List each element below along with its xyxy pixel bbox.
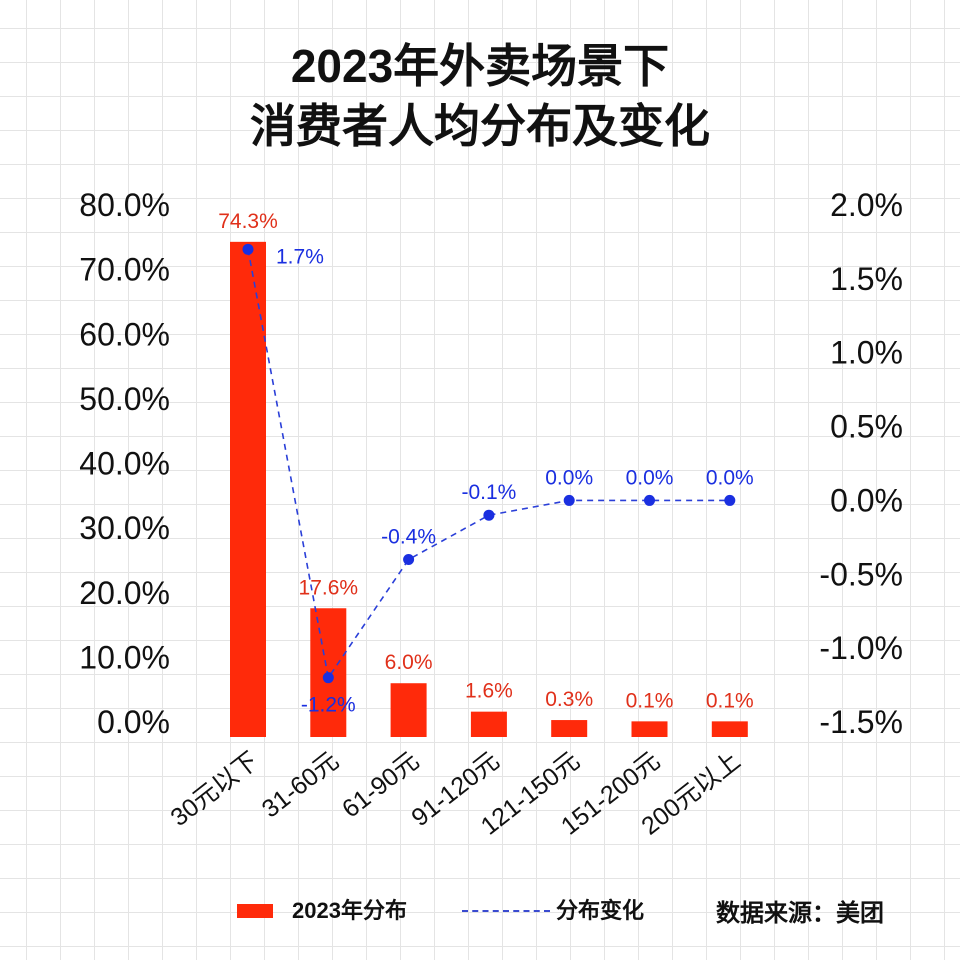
left-axis-tick: 20.0% [79,575,170,611]
bar-data-label: 74.3% [218,210,278,233]
left-axis-tick: 40.0% [79,446,170,482]
legend-bar-swatch [237,904,273,918]
change-data-label: 0.0% [626,466,674,489]
legend-line-label: 分布变化 [556,898,645,923]
right-axis-tick: 1.5% [830,261,903,297]
left-axis-tick: 10.0% [79,639,170,675]
change-point [483,509,495,521]
right-axis-tick: 1.0% [830,335,903,371]
right-axis-tick: -0.5% [819,556,903,592]
x-axis-tick: 30元以下 [165,747,263,832]
bar [390,683,427,737]
change-data-label: -0.1% [461,481,516,504]
bar [470,711,507,737]
right-axis-tick: -1.0% [819,630,903,666]
bar [230,241,266,737]
chart-title-line2: 消费者人均分布及变化 [250,100,710,152]
right-axis-tick: 0.0% [830,482,903,518]
bar-data-label: 6.0% [385,651,433,674]
bar-data-label: 0.1% [706,689,754,712]
left-axis-tick: 30.0% [79,510,170,546]
change-data-label: 0.0% [706,466,754,489]
bar-data-label: 0.3% [545,688,593,711]
change-point [322,672,334,684]
left-axis-tick: 70.0% [79,252,170,288]
change-point [403,554,415,566]
bar-data-label: 0.1% [626,689,674,712]
right-axis-tick: -1.5% [819,704,903,740]
chart-title-line1: 2023年外卖场景下 [290,40,670,92]
change-point [563,494,575,506]
change-point [644,494,655,506]
right-axis-tick: 0.5% [830,409,903,445]
left-axis-tick: 80.0% [79,187,170,223]
bar [551,720,588,737]
legend-bar-label: 2023年分布 [292,898,407,923]
change-data-label: 1.7% [276,245,324,268]
bar-data-label: 17.6% [299,576,359,599]
x-axis-tick: 31-60元 [257,747,344,824]
bar [711,721,748,737]
source-note: 数据来源：美团 [716,900,884,927]
legend-line-swatch [462,910,550,912]
left-axis-tick: 60.0% [79,316,170,352]
bar-data-label: 1.6% [465,680,513,703]
change-point [242,243,254,255]
bar [631,721,668,737]
change-data-label: -0.4% [381,526,436,549]
left-axis-tick: 0.0% [97,704,170,740]
left-axis-tick: 50.0% [79,381,170,417]
change-point [724,494,736,506]
change-data-label: 0.0% [545,466,593,489]
change-data-label: -1.2% [301,694,356,717]
right-axis-tick: 2.0% [830,187,903,223]
